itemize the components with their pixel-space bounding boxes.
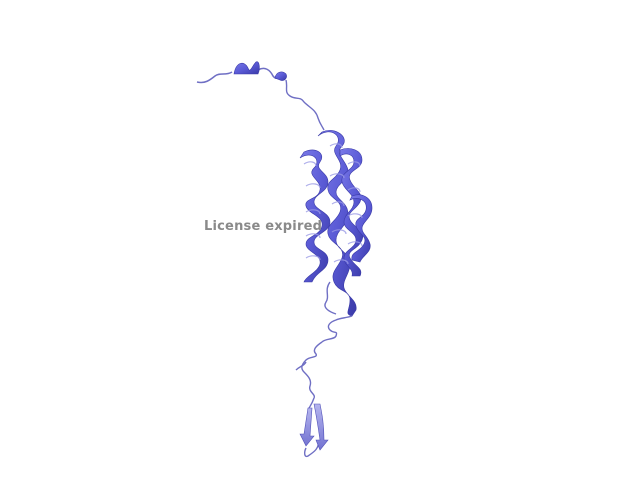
c-terminal-coil (295, 281, 353, 458)
beta-hairpin (299, 403, 329, 451)
license-watermark: License expired (204, 219, 323, 234)
coil-segment (196, 71, 233, 84)
beta-strand (313, 403, 329, 451)
beta-strand (299, 407, 315, 447)
coil-segment (303, 439, 320, 458)
helix-left (299, 149, 331, 283)
helix-small-top (233, 61, 287, 81)
helix-far-right (349, 194, 373, 263)
coil-segment (285, 79, 325, 131)
helix-highlights (303, 143, 363, 265)
n-terminal-region (196, 67, 325, 131)
coil-segment (321, 315, 353, 343)
coil-segment (324, 281, 337, 315)
coil-segment (295, 361, 307, 371)
coil-segment (301, 341, 323, 399)
